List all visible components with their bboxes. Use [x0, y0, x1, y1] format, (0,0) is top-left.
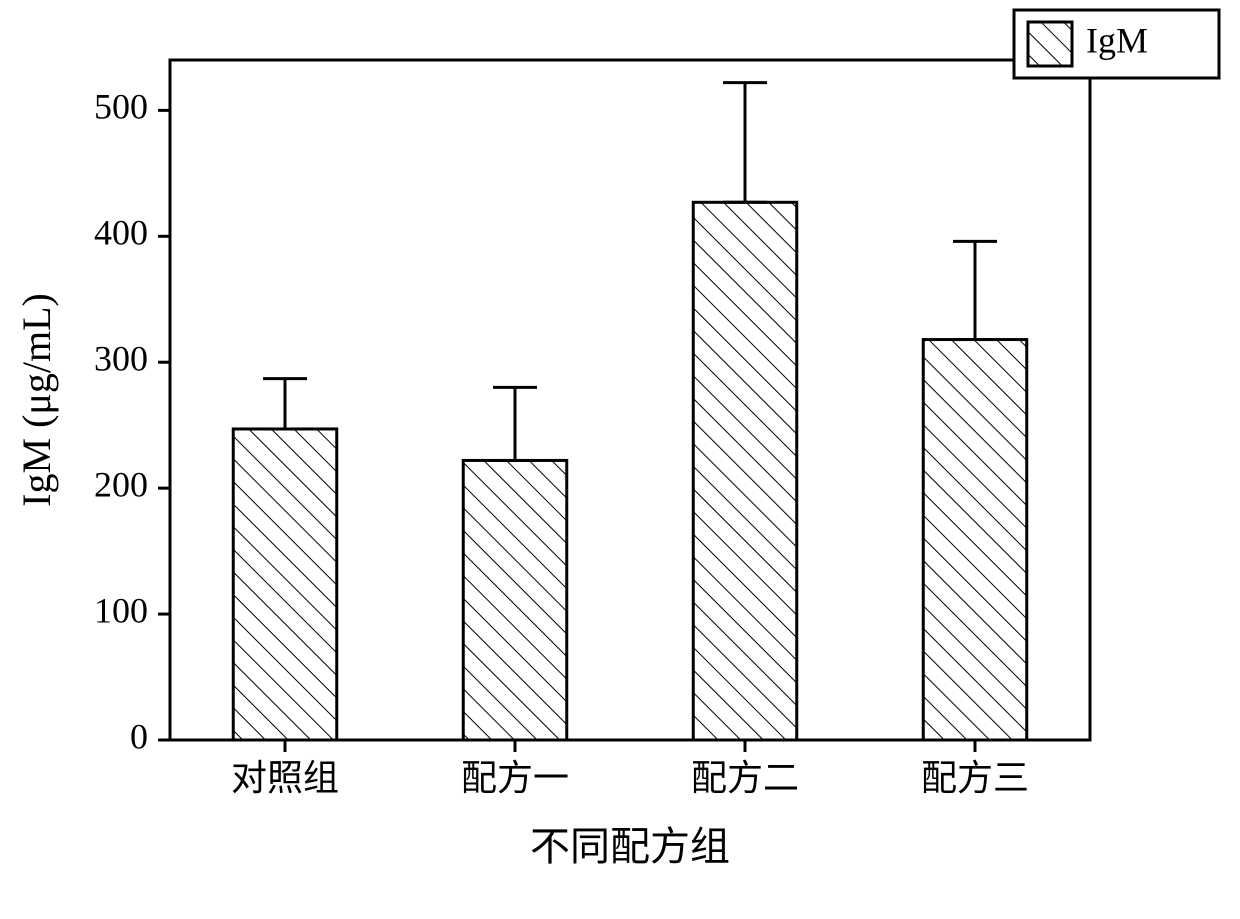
x-tick-label: 配方二 [691, 758, 799, 798]
y-tick-label: 300 [94, 338, 148, 378]
x-tick-label: 配方三 [921, 758, 1029, 798]
x-tick-label: 配方一 [461, 758, 569, 798]
legend-swatch [1028, 22, 1072, 66]
bar [923, 340, 1027, 740]
bar [693, 202, 797, 740]
y-tick-label: 500 [94, 87, 148, 127]
y-tick-label: 200 [94, 464, 148, 504]
bar-chart: 0 100 200 300 400 500 IgM (μg/mL) 对照组 配方一 配方二 配方三不… [0, 0, 1240, 919]
y-axis-label: IgM (μg/mL) [14, 293, 59, 507]
y-tick-label: 400 [94, 213, 148, 253]
x-tick-label: 对照组 [231, 758, 339, 798]
y-tick-label: 100 [94, 590, 148, 630]
chart-container: 0 100 200 300 400 500 IgM (μg/mL) 对照组 配方一 配方二 配方三不… [0, 0, 1240, 919]
y-tick-label: 0 [130, 716, 148, 756]
bar [233, 429, 337, 740]
x-axis-label: 不同配方组 [530, 824, 730, 869]
legend-label: IgM [1086, 20, 1148, 60]
bar [463, 460, 567, 740]
